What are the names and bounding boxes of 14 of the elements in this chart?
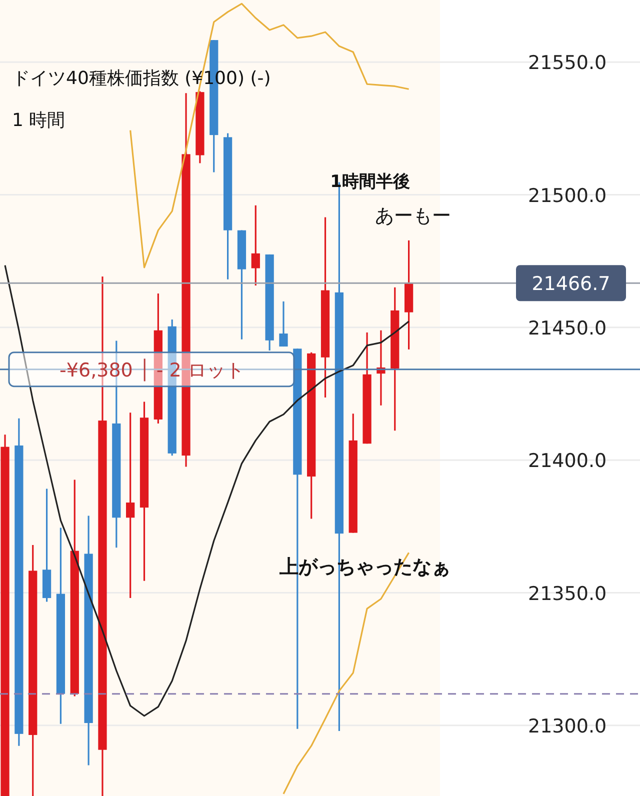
y-tick-label: 21500.0	[528, 184, 607, 207]
y-tick-label: 21550.0	[528, 52, 607, 74]
annotation: 1時間半後	[330, 172, 410, 192]
y-tick-label: 21300.0	[528, 715, 607, 738]
ref-line-label: 21466.7	[532, 273, 610, 296]
y-tick-label: 21400.0	[528, 450, 607, 472]
text: 1 時間	[12, 110, 66, 131]
candlestick	[126, 412, 135, 599]
candlestick	[251, 204, 260, 286]
annotation: あーもー	[375, 205, 451, 227]
ref-line-label: -¥6,380 │ - 2 ロット	[60, 358, 244, 382]
candlestick	[279, 300, 288, 348]
y-tick-label: 21350.0	[528, 582, 607, 605]
y-tick-label: 21450.0	[528, 317, 607, 340]
